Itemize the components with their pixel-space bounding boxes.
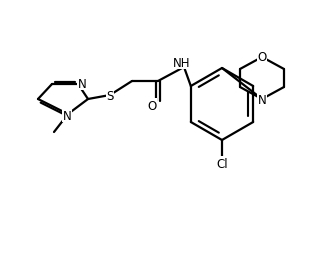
Text: N: N (258, 94, 266, 107)
Text: NH: NH (173, 56, 191, 69)
Text: N: N (63, 109, 71, 122)
Text: O: O (257, 50, 267, 63)
Text: N: N (78, 77, 86, 90)
Text: S: S (106, 89, 114, 102)
Text: Cl: Cl (216, 157, 228, 170)
Text: O: O (147, 99, 157, 112)
